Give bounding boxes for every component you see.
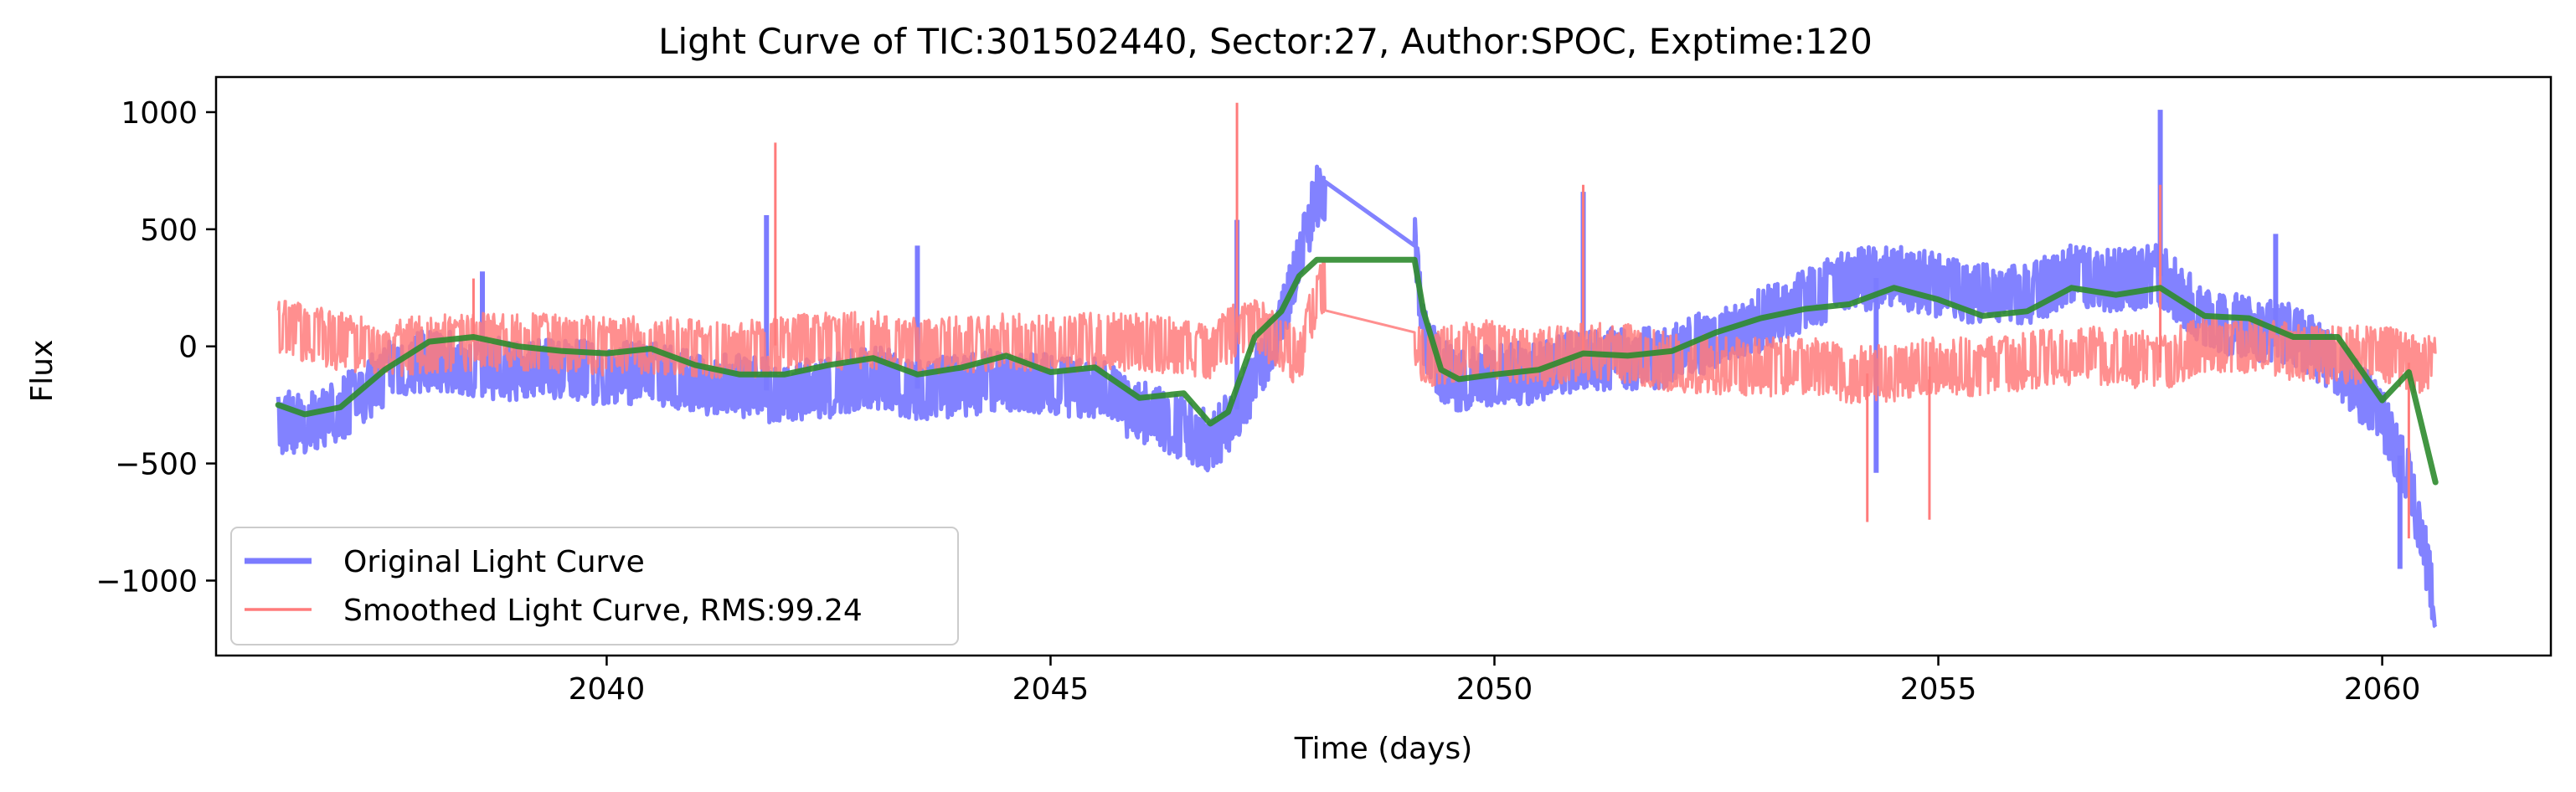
y-tick-label: −1000 bbox=[95, 564, 198, 599]
y-tick-label: 1000 bbox=[121, 96, 198, 131]
legend-label: Smoothed Light Curve, RMS:99.24 bbox=[343, 594, 863, 628]
series-2-line bbox=[276, 262, 2437, 404]
legend-box bbox=[230, 527, 959, 645]
x-tick-label: 2050 bbox=[1456, 672, 1533, 707]
chart-title: Light Curve of TIC:301502440, Sector:27,… bbox=[658, 21, 1873, 62]
x-axis-label: Time (days) bbox=[1294, 732, 1473, 766]
plot-frame bbox=[214, 75, 2553, 657]
x-tick-label: 2045 bbox=[1012, 672, 1090, 707]
legend-label: Original Light Curve bbox=[343, 545, 645, 579]
axes: 2040 2045 2050 2055 2060 −1000 −500 0 500 1000 bbox=[95, 75, 2553, 707]
legend: Original Light Curve Smoothed Light Curve… bbox=[230, 527, 959, 645]
y-tick-label: −500 bbox=[115, 448, 198, 482]
series-3-line bbox=[275, 256, 2439, 486]
plot-area bbox=[275, 102, 2439, 629]
x-tick-label: 2040 bbox=[569, 672, 646, 707]
series-2 bbox=[276, 102, 2437, 539]
x-tick-label: 2060 bbox=[2344, 672, 2421, 707]
series-3 bbox=[275, 256, 2439, 486]
y-tick-label: 500 bbox=[140, 213, 198, 248]
x-tick-label: 2055 bbox=[1900, 672, 1977, 707]
y-tick-label: 0 bbox=[178, 331, 198, 365]
y-axis-label: Flux bbox=[25, 340, 59, 403]
